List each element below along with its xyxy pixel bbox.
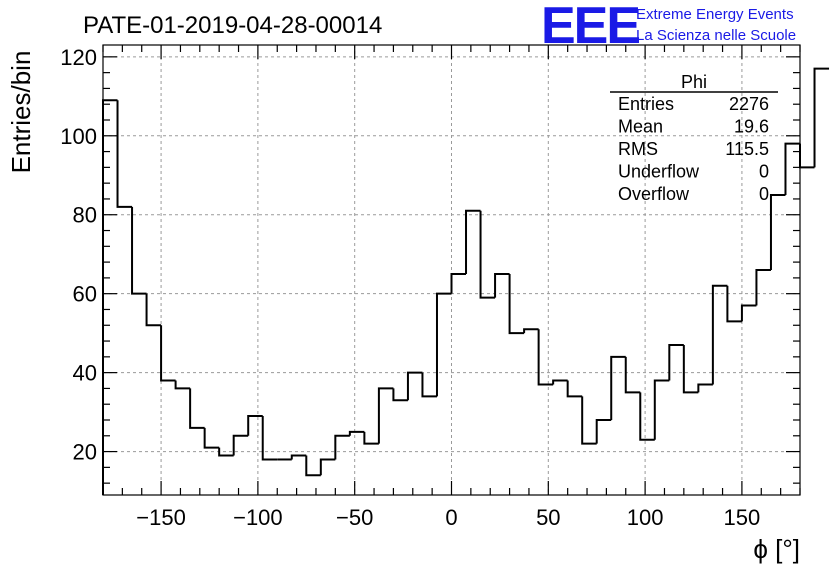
x-tick-label: 150: [724, 505, 761, 530]
stats-row-value: 0: [759, 184, 769, 204]
logo-line-1: Extreme Energy Events: [636, 6, 794, 23]
histogram-bin: [218, 447, 234, 457]
histogram-bin: [552, 379, 568, 385]
stats-row-value: 0: [759, 162, 769, 182]
histogram-bin: [406, 371, 423, 401]
histogram-bin: [566, 380, 583, 398]
histogram-bin: [668, 344, 684, 381]
histogram-bin: [363, 431, 379, 445]
y-tick-label: 60: [73, 282, 97, 307]
histogram-bin: [174, 380, 191, 390]
x-axis-label: ϕ [°]: [753, 534, 800, 564]
x-tick-label: 100: [627, 505, 664, 530]
histogram-bin: [697, 383, 713, 393]
chart-title: PATE-01-2019-04-28-00014: [83, 12, 382, 39]
stats-row-value: 2276: [729, 94, 769, 114]
histogram-bin: [799, 143, 815, 169]
histogram-bin: [261, 416, 278, 461]
histogram-bin: [595, 419, 612, 444]
logo-mark: EEE: [541, 0, 639, 55]
histogram-bin: [465, 209, 481, 274]
histogram-bin: [755, 269, 771, 306]
y-tick-label: 100: [60, 124, 97, 149]
grid-lines: [103, 45, 800, 495]
y-tick-label: 40: [73, 361, 97, 386]
histogram-bin: [494, 272, 510, 298]
tick-labels: −150 −100 −50 0 50 100 150 20 40 60 80 100 120: [60, 45, 760, 530]
histogram-bin: [508, 273, 525, 335]
histogram-bin: [537, 329, 554, 386]
axis-ticks: [102, 45, 801, 495]
histogram-bin: [145, 293, 162, 327]
histogram-bin: [813, 67, 830, 168]
stats-row-label: Overflow: [618, 184, 690, 204]
histogram-bars: [102, 67, 830, 495]
histogram-bin: [740, 304, 757, 322]
histogram-bin: [305, 455, 321, 477]
histogram-bin: [581, 396, 597, 445]
logo-line-2: La Scienza nelle Scuole: [636, 27, 796, 44]
y-axis-label: Entries/bin: [6, 51, 36, 174]
histogram-bin: [290, 454, 307, 460]
histogram-bin: [450, 272, 467, 294]
histogram-bin: [189, 388, 205, 429]
histogram-bin: [639, 392, 655, 441]
stats-row-value: 115.5: [725, 139, 769, 159]
histogram-bin: [160, 325, 176, 382]
histogram-bin: [421, 372, 437, 398]
histogram-bin: [610, 355, 626, 420]
histogram-bin: [116, 100, 133, 208]
y-tick-label: 120: [60, 45, 97, 70]
histogram-bin: [624, 356, 641, 394]
histogram-bin: [319, 458, 336, 476]
stats-box: Phi Entries 2276 Mean 19.6 RMS 115.5 Underflow…: [610, 72, 778, 204]
stats-row-value: 19.6: [734, 117, 769, 137]
histogram-bin: [334, 434, 350, 460]
histogram-bin: [682, 345, 699, 394]
stats-row-label: Underflow: [618, 162, 700, 182]
y-tick-label: 80: [73, 203, 97, 228]
histogram-bin: [711, 284, 728, 385]
x-tick-label: 0: [445, 505, 457, 530]
histogram-bin: [435, 292, 452, 397]
stats-row-label: RMS: [618, 139, 658, 159]
stats-rows: Entries 2276 Mean 19.6 RMS 115.5 Underflow 0 Ove…: [618, 94, 769, 204]
stats-row-label: Mean: [618, 117, 663, 137]
histogram-bin: [726, 285, 742, 323]
histogram-bin: [392, 388, 408, 402]
histogram-bin: [203, 427, 220, 449]
histogram-bin: [523, 328, 539, 334]
histogram-bin: [232, 434, 249, 456]
histogram-bin: [377, 387, 394, 444]
x-tick-label: −100: [233, 505, 283, 530]
x-tick-label: 50: [536, 505, 560, 530]
histogram-bin: [247, 415, 263, 436]
stats-row-label: Entries: [618, 94, 674, 114]
stats-title: Phi: [681, 72, 707, 92]
eee-logo: EEE Extreme Energy Events La Scienza nel…: [541, 0, 796, 55]
histogram-bin: [479, 210, 496, 299]
histogram-bin: [131, 206, 147, 295]
x-tick-label: −150: [136, 505, 186, 530]
histogram-bin: [784, 142, 800, 195]
histogram-bin: [653, 379, 670, 440]
y-tick-label: 20: [73, 440, 97, 465]
histogram-bin: [348, 430, 365, 436]
x-tick-label: −50: [336, 505, 373, 530]
histogram-bin: [769, 194, 786, 270]
